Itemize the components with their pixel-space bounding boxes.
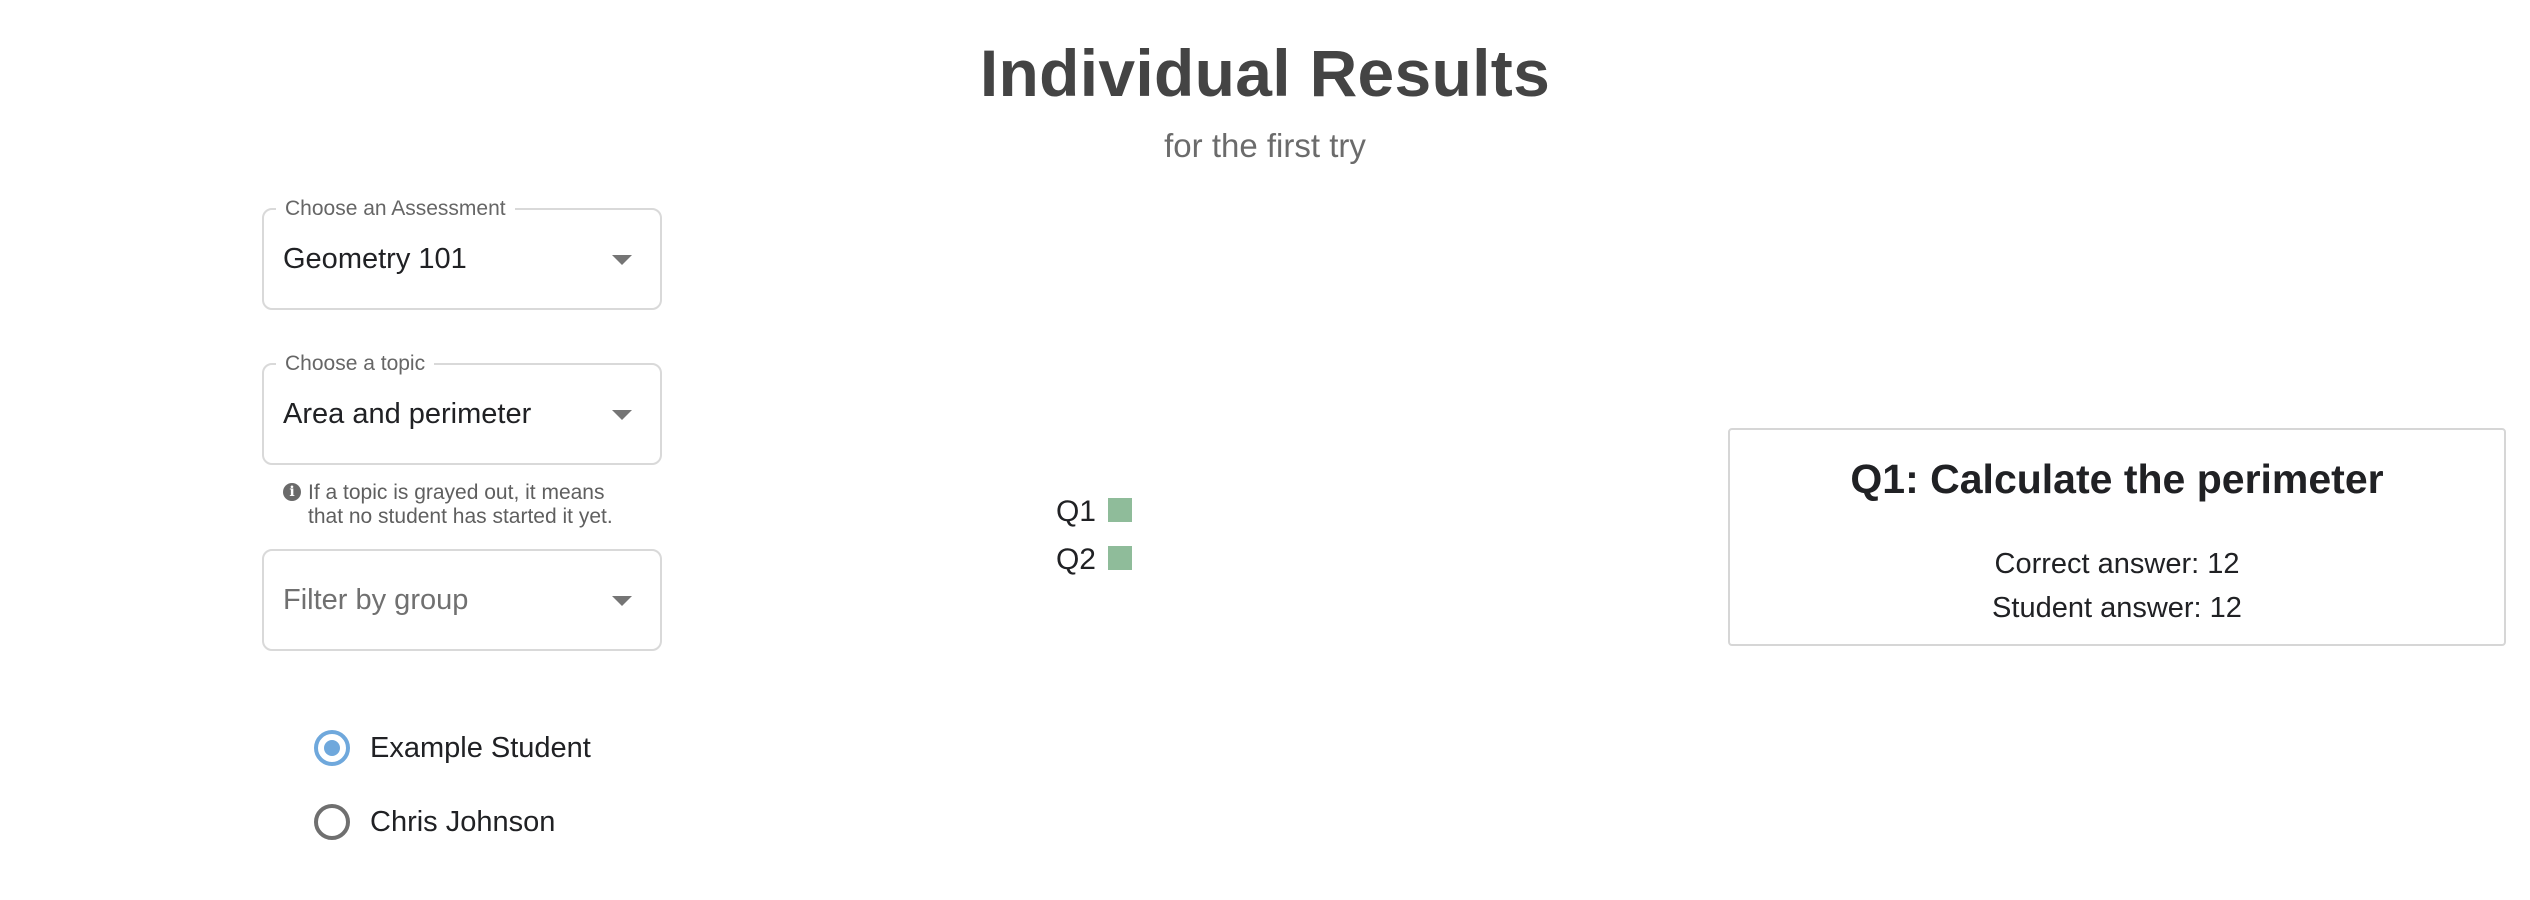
question-status-marker[interactable]	[1108, 546, 1132, 570]
assessment-select-value: Geometry 101	[283, 243, 467, 275]
radio-button-checked[interactable]	[314, 730, 350, 766]
student-name: Example Student	[370, 731, 591, 764]
student-name: Chris Johnson	[370, 805, 556, 838]
page-subtitle: for the first try	[1164, 127, 1366, 164]
student-radio-example-student[interactable]: Example Student	[314, 726, 591, 770]
topic-select[interactable]: Choose a topic Area and perimeter	[262, 351, 662, 465]
helper-text-line-1: If a topic is grayed out, it means	[308, 481, 605, 504]
topic-helper-note: i If a topic is grayed out, it means tha…	[283, 481, 663, 529]
chevron-down-icon	[612, 596, 632, 606]
question-row-label: Q1	[1056, 495, 1096, 528]
question-detail-card: Q1: Calculate the perimeter Correct answ…	[1728, 428, 2506, 646]
topic-select-label: Choose a topic	[276, 351, 435, 377]
chevron-down-icon	[612, 255, 632, 265]
student-answer: Student answer: 12	[1992, 592, 2242, 624]
radio-dot	[324, 740, 340, 756]
question-row-label: Q2	[1056, 543, 1096, 576]
page-title: Individual Results	[979, 36, 1551, 110]
radio-button-unchecked[interactable]	[314, 804, 350, 840]
question-status-marker[interactable]	[1108, 498, 1132, 522]
info-icon: i	[283, 483, 301, 501]
correct-answer: Correct answer: 12	[1994, 548, 2240, 580]
question-title: Q1: Calculate the perimeter	[1850, 456, 2384, 502]
student-radio-chris-johnson[interactable]: Chris Johnson	[314, 800, 555, 844]
helper-text-line-2: that no student has started it yet.	[308, 505, 613, 528]
topic-select-value: Area and perimeter	[283, 398, 532, 430]
chevron-down-icon	[612, 410, 632, 420]
assessment-select-label: Choose an Assessment	[276, 196, 515, 222]
assessment-select[interactable]: Choose an Assessment Geometry 101	[262, 196, 662, 310]
group-filter-placeholder: Filter by group	[283, 584, 469, 616]
group-filter-select[interactable]: Filter by group	[262, 549, 662, 651]
